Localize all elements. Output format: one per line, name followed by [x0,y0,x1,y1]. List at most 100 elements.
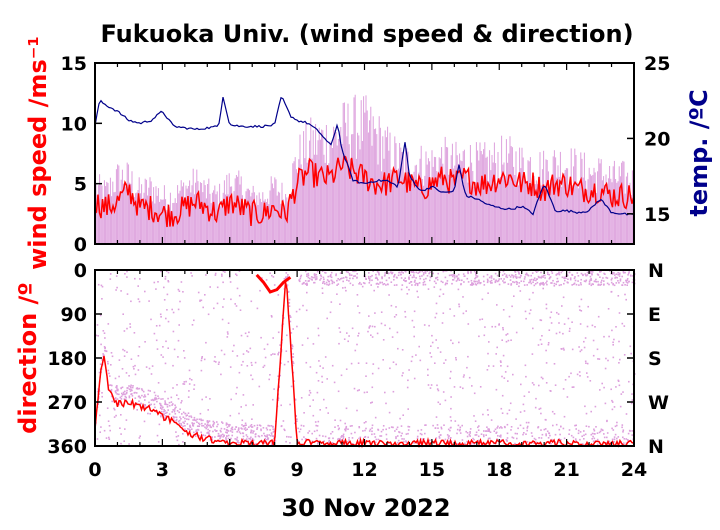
direction-point [174,413,177,415]
direction-point [270,354,272,356]
direction-point [619,405,622,408]
direction-point [616,437,618,440]
direction-point [508,409,511,411]
direction-point [165,403,167,406]
direction-point [388,277,390,279]
direction-point [469,431,471,433]
direction-point [202,419,204,422]
direction-point [473,270,476,273]
direction-point [399,271,401,274]
direction-point [488,365,490,367]
direction-point [548,277,551,280]
direction-point [566,274,569,276]
direction-point [603,284,605,286]
direction-point [238,441,240,444]
direction-point [522,433,524,436]
direction-point [284,429,286,432]
direction-point [590,277,592,280]
direction-point [125,372,128,374]
direction-point [338,342,340,345]
direction-point [343,338,346,340]
direction-point [214,356,216,358]
direction-point [541,433,544,436]
direction-point [429,271,431,273]
direction-point [193,388,195,390]
direction-point [538,276,540,279]
direction-point [435,312,438,315]
direction-point [333,381,336,384]
direction-point [164,410,166,412]
direction-point [193,422,195,425]
direction-point [250,436,252,439]
direction-point [271,274,273,277]
direction-point [228,425,230,428]
direction-point [152,399,155,402]
direction-point [423,438,425,440]
direction-point [533,437,536,440]
direction-point [143,396,145,398]
direction-point [344,429,347,432]
direction-point [478,425,480,427]
direction-point [207,424,210,427]
direction-point [578,371,581,373]
direction-point [618,340,620,343]
direction-point [393,316,396,318]
direction-point [369,428,372,431]
direction-point [601,429,604,431]
direction-point [293,380,295,382]
direction-point [269,374,271,376]
direction-point [458,303,460,306]
direction-point [442,312,445,314]
direction-point [159,402,161,405]
direction-point [182,411,185,414]
direction-point [572,386,575,388]
direction-point [258,385,261,388]
direction-point [599,430,602,433]
direction-point [463,374,465,376]
direction-point [434,427,437,429]
direction-point [172,387,174,389]
direction-point [584,405,586,408]
direction-point [138,400,140,402]
direction-point [138,346,141,348]
direction-point [591,273,593,275]
direction-point [130,384,132,387]
direction-point [437,347,439,349]
direction-point [506,440,508,442]
direction-point [587,305,589,308]
direction-point [490,277,493,279]
direction-point [563,276,566,279]
direction-point [425,424,427,426]
direction-point [377,279,379,281]
direction-point [475,276,477,279]
direction-point [549,276,551,279]
direction-point [344,422,346,425]
direction-point [120,398,123,400]
direction-point [500,426,502,428]
direction-point [100,284,103,287]
direction-point [256,426,259,429]
direction-point [525,433,527,435]
direction-point [226,435,228,438]
direction-point [100,343,102,346]
direction-point [268,425,271,427]
direction-point [321,270,324,272]
direction-point [540,376,543,379]
direction-point [426,275,429,277]
direction-point [558,273,561,276]
direction-point [407,408,409,410]
direction-point [483,435,485,438]
direction-point [237,440,239,442]
direction-point [597,283,600,286]
direction-point [111,355,114,358]
direction-point [556,281,558,283]
direction-point [292,360,294,363]
direction-point [583,430,585,432]
direction-point [382,339,385,341]
direction-point [555,273,558,276]
direction-point [525,272,528,275]
direction-point [238,427,240,429]
direction-point [597,315,600,318]
direction-point [172,330,175,333]
direction-point [539,338,542,341]
